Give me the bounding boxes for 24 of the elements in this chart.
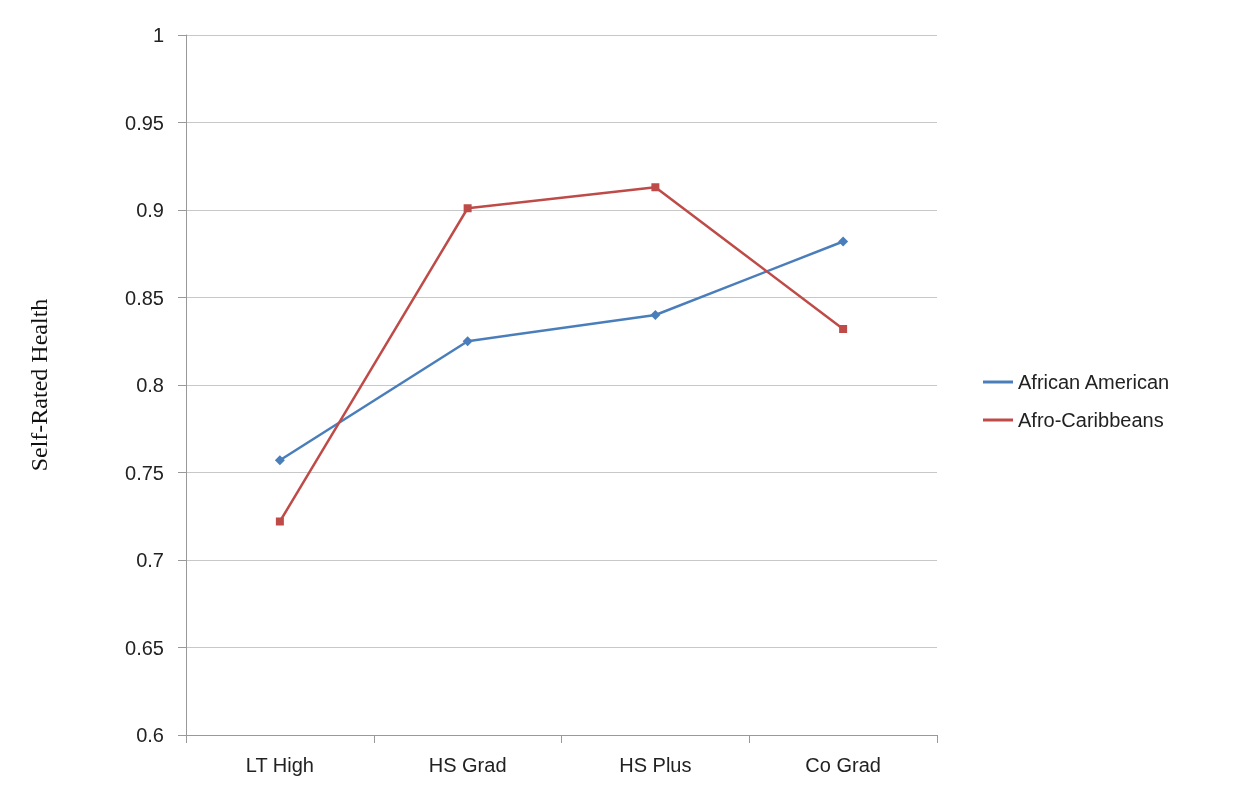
point xyxy=(275,517,284,526)
point xyxy=(839,325,848,333)
point xyxy=(463,204,472,213)
y-tick-label: 0.65 xyxy=(125,636,164,659)
y-tick-label: 1 xyxy=(152,24,164,46)
y-axis-title: Self-Rated Health xyxy=(26,298,52,472)
point xyxy=(838,236,849,247)
x-tick-label: Co Grad xyxy=(805,754,881,776)
y-tick-label: 0.9 xyxy=(136,199,164,221)
y-tick-label: 0.7 xyxy=(136,549,164,571)
point xyxy=(650,310,661,320)
point xyxy=(274,455,285,466)
legend-label: Afro-Caribbeans xyxy=(1018,409,1164,431)
y-tick-label: 0.8 xyxy=(136,374,164,396)
y-tick-label: 0.75 xyxy=(125,461,164,484)
legend-label: African American xyxy=(1018,371,1170,393)
x-tick-label: HS Grad xyxy=(428,754,507,776)
x-tick-label: HS Plus xyxy=(619,754,692,776)
point xyxy=(651,183,660,192)
y-tick-label: 0.95 xyxy=(125,111,164,134)
y-tick-label: 0.85 xyxy=(125,286,164,309)
point xyxy=(462,336,473,347)
y-tick-label: 0.6 xyxy=(136,724,164,746)
x-tick-label: LT High xyxy=(245,754,314,776)
